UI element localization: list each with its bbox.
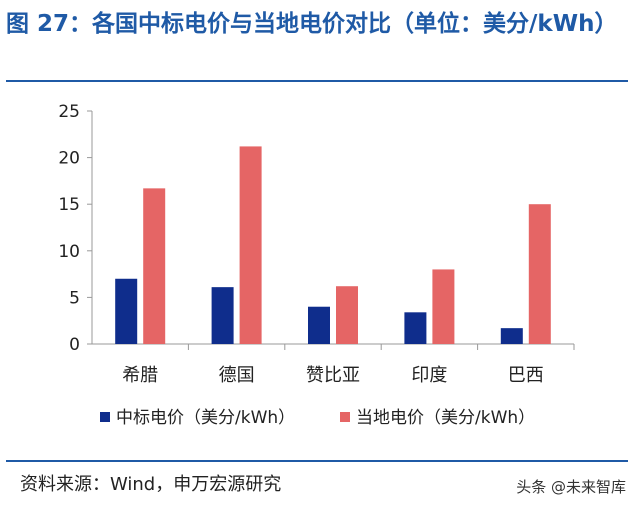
chart-axes: 0 5 10 15 20 25 希腊 德国 赞比亚 印度 巴西 [58,102,575,386]
bar-winning-bid-4 [500,328,523,344]
x-tick-label: 德国 [219,365,255,386]
x-tick-label: 赞比亚 [306,365,360,386]
bar-local-4 [528,204,551,344]
y-tick-label: 10 [58,242,80,262]
chart-bars [115,146,551,344]
legend-label: 当地电价（美分/kWh） [356,408,535,428]
legend-swatch [340,412,350,422]
bar-chart: 0 5 10 15 20 25 希腊 德国 赞比亚 印度 巴西 中标电价（美分/kWh） 当地电价（美… [58,102,575,428]
y-tick-label: 5 [69,288,80,308]
legend-swatch [100,412,110,422]
bar-winning-bid-0 [115,278,138,344]
x-tick-label: 希腊 [122,365,158,386]
bar-local-2 [336,286,358,344]
bar-local-3 [432,269,455,344]
footer-divider [6,460,628,462]
bar-local-1 [239,146,262,344]
watermark: 头条 @未来智库 [516,478,626,496]
bar-winning-bid-1 [211,287,234,344]
y-tick-label: 20 [58,149,80,169]
bar-winning-bid-3 [404,312,427,344]
legend-label: 中标电价（美分/kWh） [116,408,295,428]
chart-legend: 中标电价（美分/kWh） 当地电价（美分/kWh） [100,408,535,428]
bar-winning-bid-2 [308,306,330,344]
x-tick-label: 巴西 [508,365,544,386]
y-tick-label: 15 [58,195,80,215]
y-tick-label: 25 [58,102,80,122]
source-note: 资料来源：Wind，申万宏源研究 [20,474,282,495]
y-tick-label: 0 [69,335,80,355]
title-divider [6,80,628,82]
chart-title: 图 27：各国中标电价与当地电价对比（单位：美分/kWh） [6,11,618,37]
bar-local-0 [143,188,166,344]
x-tick-label: 印度 [411,365,447,386]
